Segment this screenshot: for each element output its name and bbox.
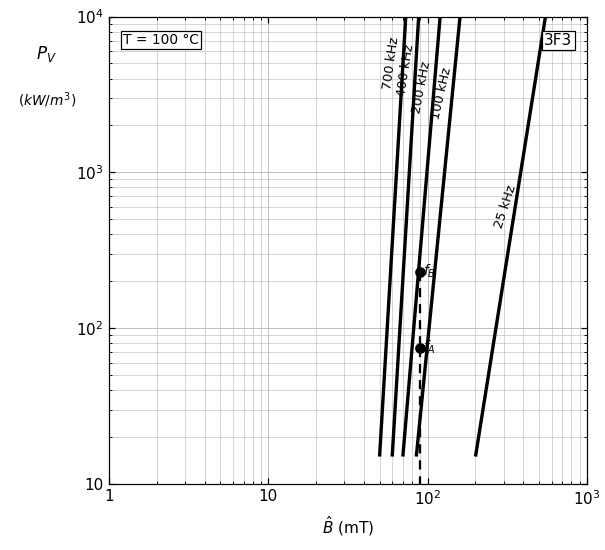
- Text: 25 kHz: 25 kHz: [492, 184, 519, 230]
- Text: $(kW/m^3)$: $(kW/m^3)$: [18, 91, 76, 111]
- Text: $f_B$: $f_B$: [423, 263, 436, 280]
- Text: T = 100 °C: T = 100 °C: [123, 33, 199, 47]
- Text: 100 kHz: 100 kHz: [429, 67, 454, 121]
- Text: 200 kHz: 200 kHz: [410, 60, 433, 115]
- Text: 3F3: 3F3: [544, 33, 572, 48]
- X-axis label: $\hat{B}$ (mT): $\hat{B}$ (mT): [322, 514, 374, 538]
- Text: 700 kHz: 700 kHz: [381, 36, 401, 91]
- Text: $f_A$: $f_A$: [423, 339, 436, 356]
- Text: 400 kHz: 400 kHz: [395, 43, 416, 98]
- Text: $P_V$: $P_V$: [36, 44, 57, 64]
